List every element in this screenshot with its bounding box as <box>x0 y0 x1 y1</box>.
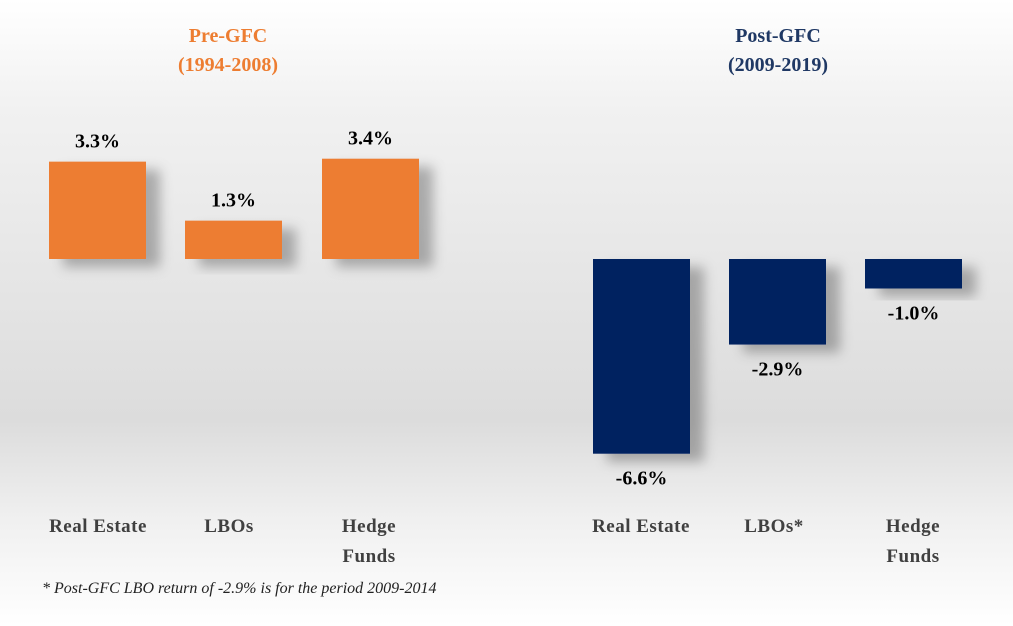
bars-layer <box>49 158 962 454</box>
pre-category-label-hedge-funds-line-2: Funds <box>342 546 395 567</box>
post-category-label-real-estate-line-1: Real Estate <box>592 516 690 537</box>
post-data-label-hedge-funds: -1.0% <box>888 303 940 325</box>
pre-category-label-hedge-funds-line-1: Hedge <box>342 516 396 537</box>
post-data-label-lbos: -2.9% <box>752 359 804 381</box>
pre-gfc-title: Pre-GFC (1994-2008) <box>98 22 358 80</box>
footnote: * Post-GFC LBO return of -2.9% is for th… <box>42 580 437 597</box>
post-bar-lbos <box>729 259 826 345</box>
post-bar-hedge-funds <box>865 259 962 289</box>
pre-data-label-real-estate: 3.3% <box>75 131 120 153</box>
pre-gfc-title-line-1: Pre-GFC <box>188 25 268 47</box>
pre-data-label-hedge-funds: 3.4% <box>348 128 393 150</box>
post-bar-real-estate <box>593 259 690 454</box>
pre-bar-hedge-funds <box>322 158 419 259</box>
pre-category-label-real-estate-line-1: Real Estate <box>49 516 147 537</box>
post-data-label-real-estate: -6.6% <box>616 468 668 490</box>
post-category-label-hedge-funds-line-1: Hedge <box>886 516 940 537</box>
pre-bar-lbos <box>185 220 282 259</box>
pre-category-label-lbos-line-1: LBOs <box>204 516 254 537</box>
labels-layer: 3.3% Real Estate 1.3% LBOs 3.4% Hedge Funds -6.… <box>49 128 940 567</box>
pre-gfc-title-line-2: (1994-2008) <box>178 54 278 76</box>
post-gfc-title-line-2: (2009-2019) <box>728 54 828 76</box>
post-gfc-title: Post-GFC (2009-2019) <box>648 22 908 80</box>
post-category-label-lbos-line-1: LBOs* <box>744 516 804 537</box>
post-gfc-title-line-1: Post-GFC <box>735 25 821 47</box>
pre-data-label-lbos: 1.3% <box>211 190 256 212</box>
pre-bar-real-estate <box>49 161 146 259</box>
post-category-label-hedge-funds-line-2: Funds <box>886 546 939 567</box>
